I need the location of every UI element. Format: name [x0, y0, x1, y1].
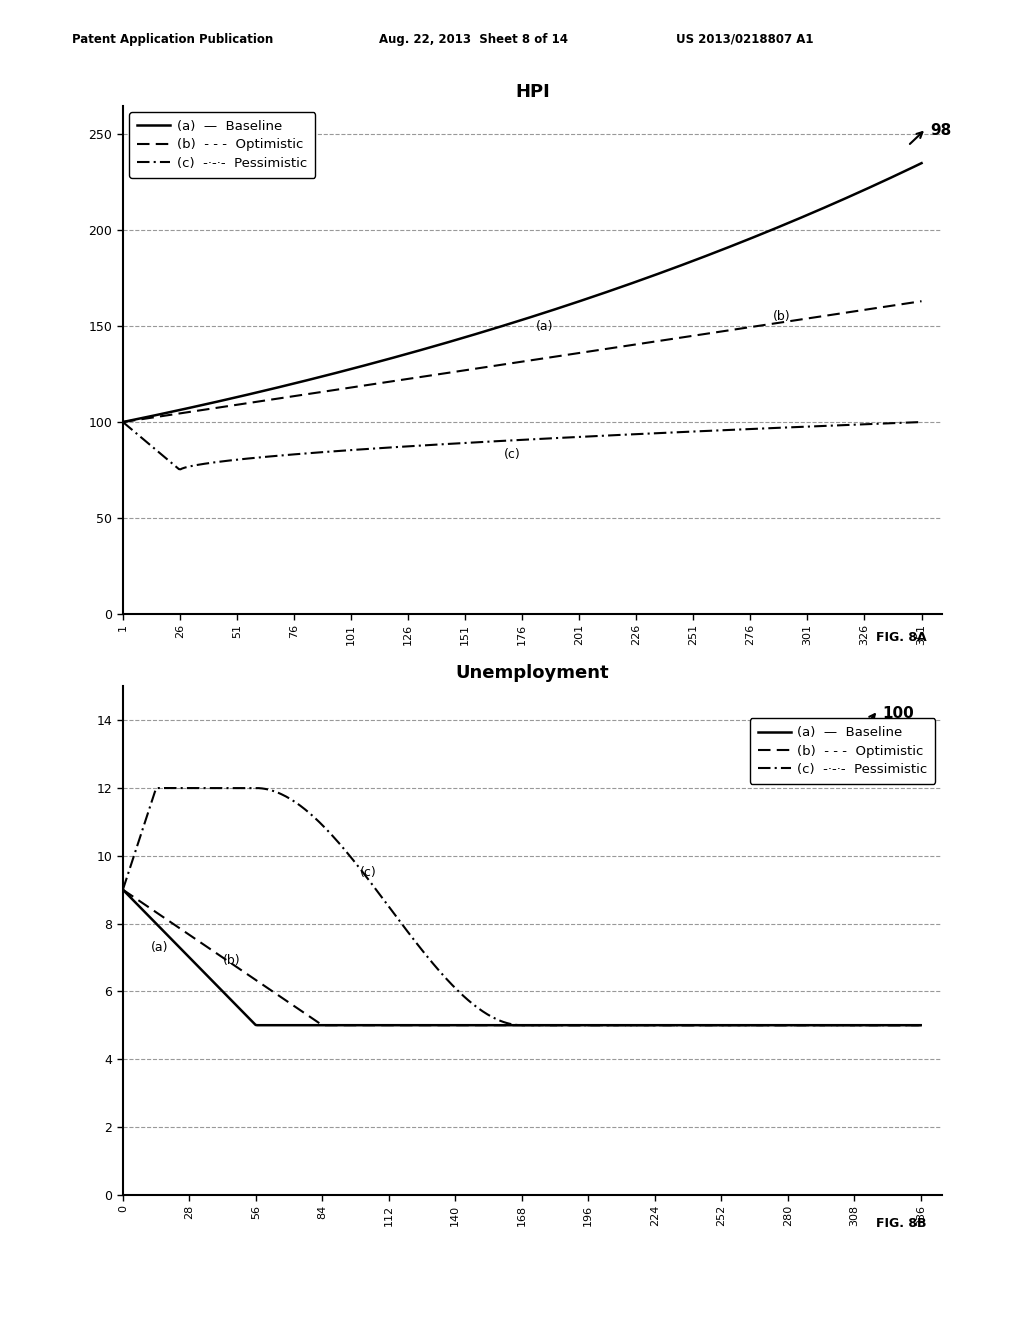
- Text: (b): (b): [222, 954, 241, 968]
- Text: US 2013/0218807 A1: US 2013/0218807 A1: [676, 33, 813, 46]
- Text: 100: 100: [883, 706, 914, 721]
- Legend: (a)  —  Baseline, (b)  - - -  Optimistic, (c)  -·-·-  Pessimistic: (a) — Baseline, (b) - - - Optimistic, (c…: [129, 112, 315, 178]
- Text: (c): (c): [360, 866, 377, 879]
- Text: Patent Application Publication: Patent Application Publication: [72, 33, 273, 46]
- Title: Unemployment: Unemployment: [456, 664, 609, 682]
- Text: (c): (c): [504, 449, 521, 462]
- Text: FIG. 8A: FIG. 8A: [877, 631, 927, 644]
- Text: (a): (a): [152, 941, 169, 953]
- Text: FIG. 8B: FIG. 8B: [877, 1217, 927, 1230]
- Legend: (a)  —  Baseline, (b)  - - -  Optimistic, (c)  -·-·-  Pessimistic: (a) — Baseline, (b) - - - Optimistic, (c…: [750, 718, 936, 784]
- Text: Aug. 22, 2013  Sheet 8 of 14: Aug. 22, 2013 Sheet 8 of 14: [379, 33, 568, 46]
- Text: (a): (a): [536, 319, 553, 333]
- Text: (b): (b): [773, 310, 791, 323]
- Title: HPI: HPI: [515, 83, 550, 102]
- Text: 98: 98: [931, 123, 952, 139]
